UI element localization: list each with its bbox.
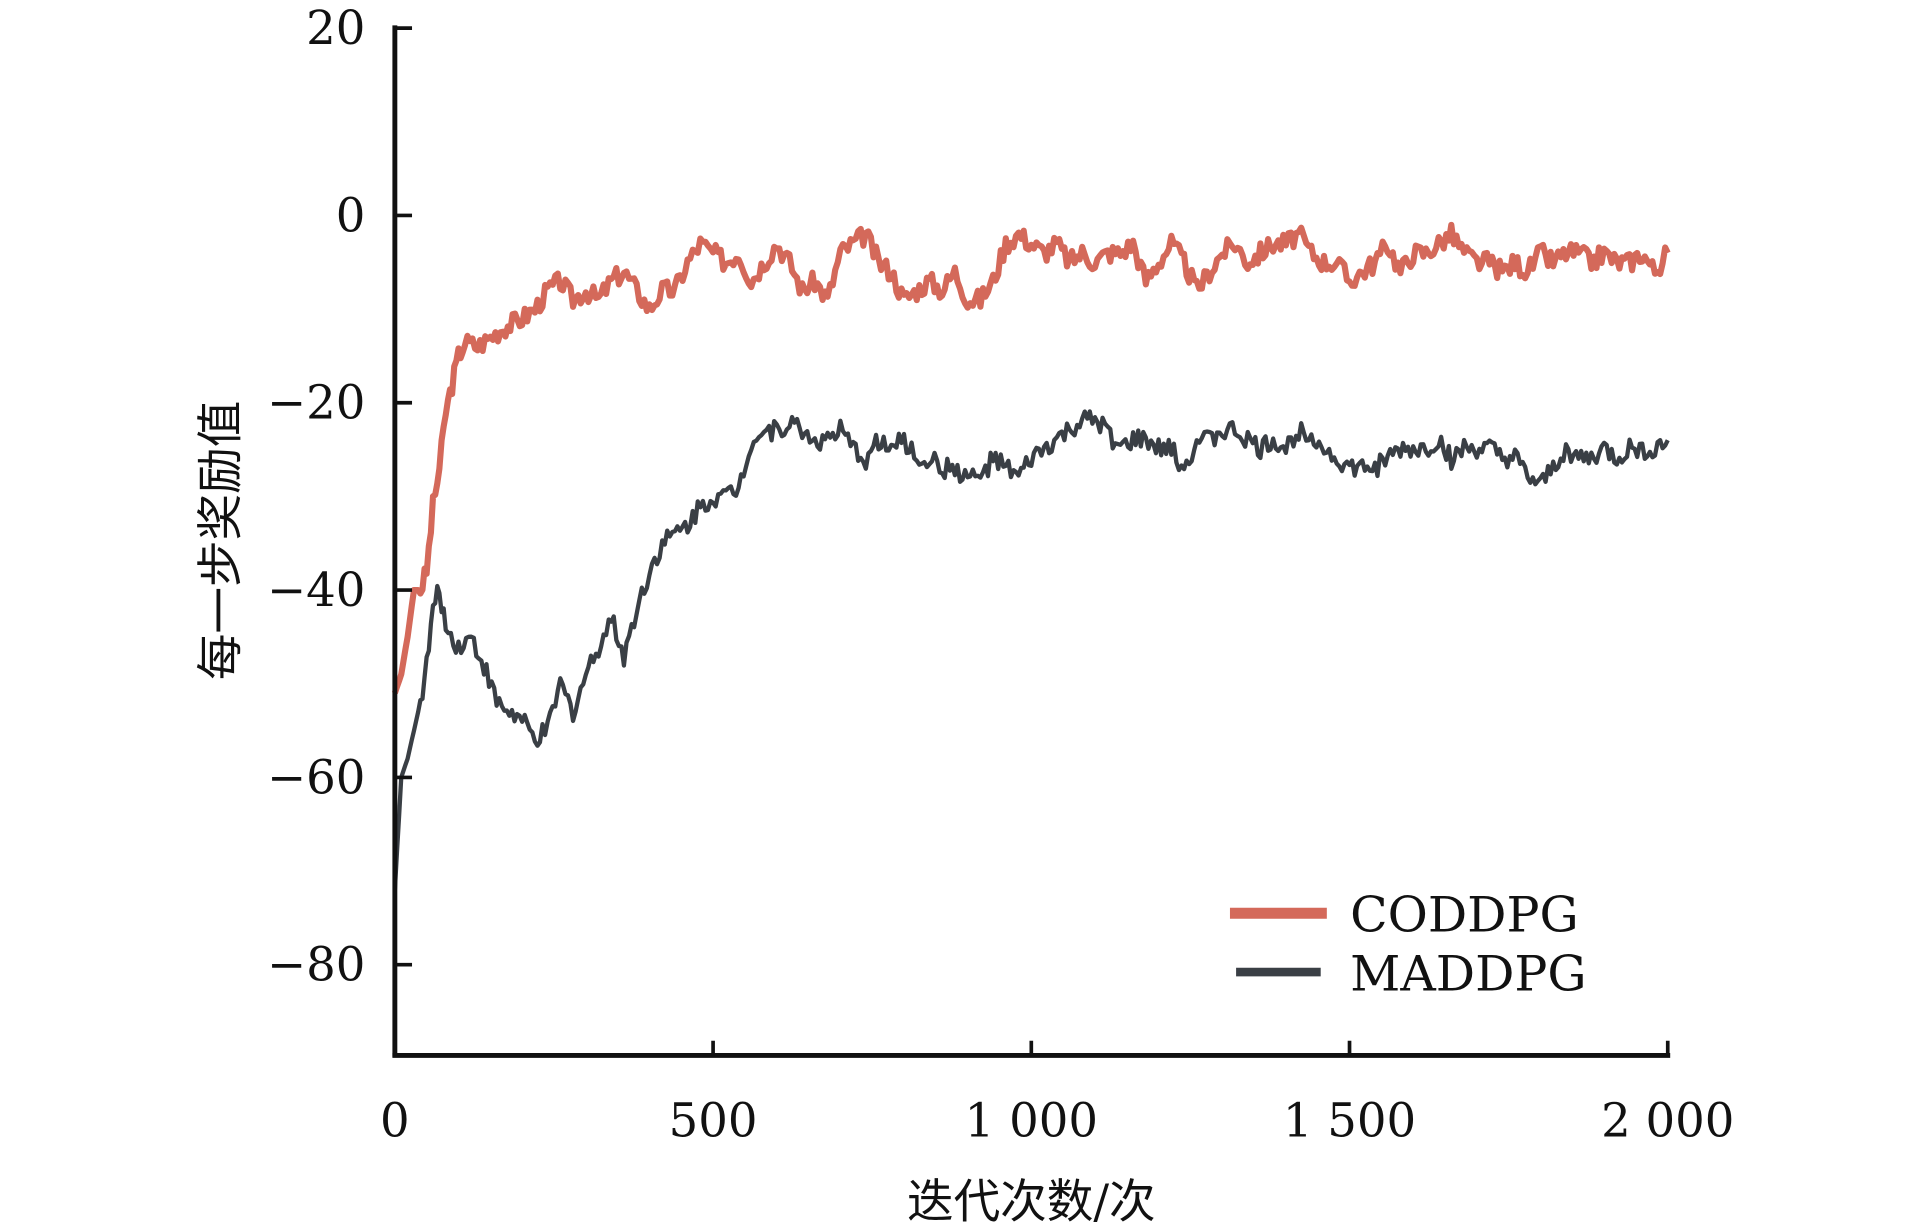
y-axis-label: 每一步奖励值 [194,401,248,680]
legend: CODDPG MADDPG [1229,886,1587,1002]
x-tick-label: 500 [669,1093,758,1147]
y-tick-label: −40 [267,563,365,617]
series-line-maddpg [392,409,1670,890]
x-axis-label: 迭代次数/次 [907,1174,1156,1228]
ticks: 0 500 1 000 1 500 2 000 20 0 −20 −40 −60 −80 [267,1,1734,1147]
y-tick-label: −80 [267,938,365,992]
series-line-coddpg [391,221,1671,695]
y-tick-label: −60 [267,750,365,804]
x-tick-label: 1 500 [1283,1093,1416,1147]
legend-label-coddpg: CODDPG [1350,886,1579,944]
y-tick-label: 20 [306,1,365,55]
series-layer [391,221,1671,890]
y-tick-label: −20 [267,376,365,430]
y-tick-label: 0 [336,188,366,242]
x-tick-label: 2 000 [1601,1093,1734,1147]
legend-label-maddpg: MADDPG [1350,944,1586,1002]
x-tick-label: 0 [380,1093,410,1147]
x-tick-label: 1 000 [965,1093,1098,1147]
